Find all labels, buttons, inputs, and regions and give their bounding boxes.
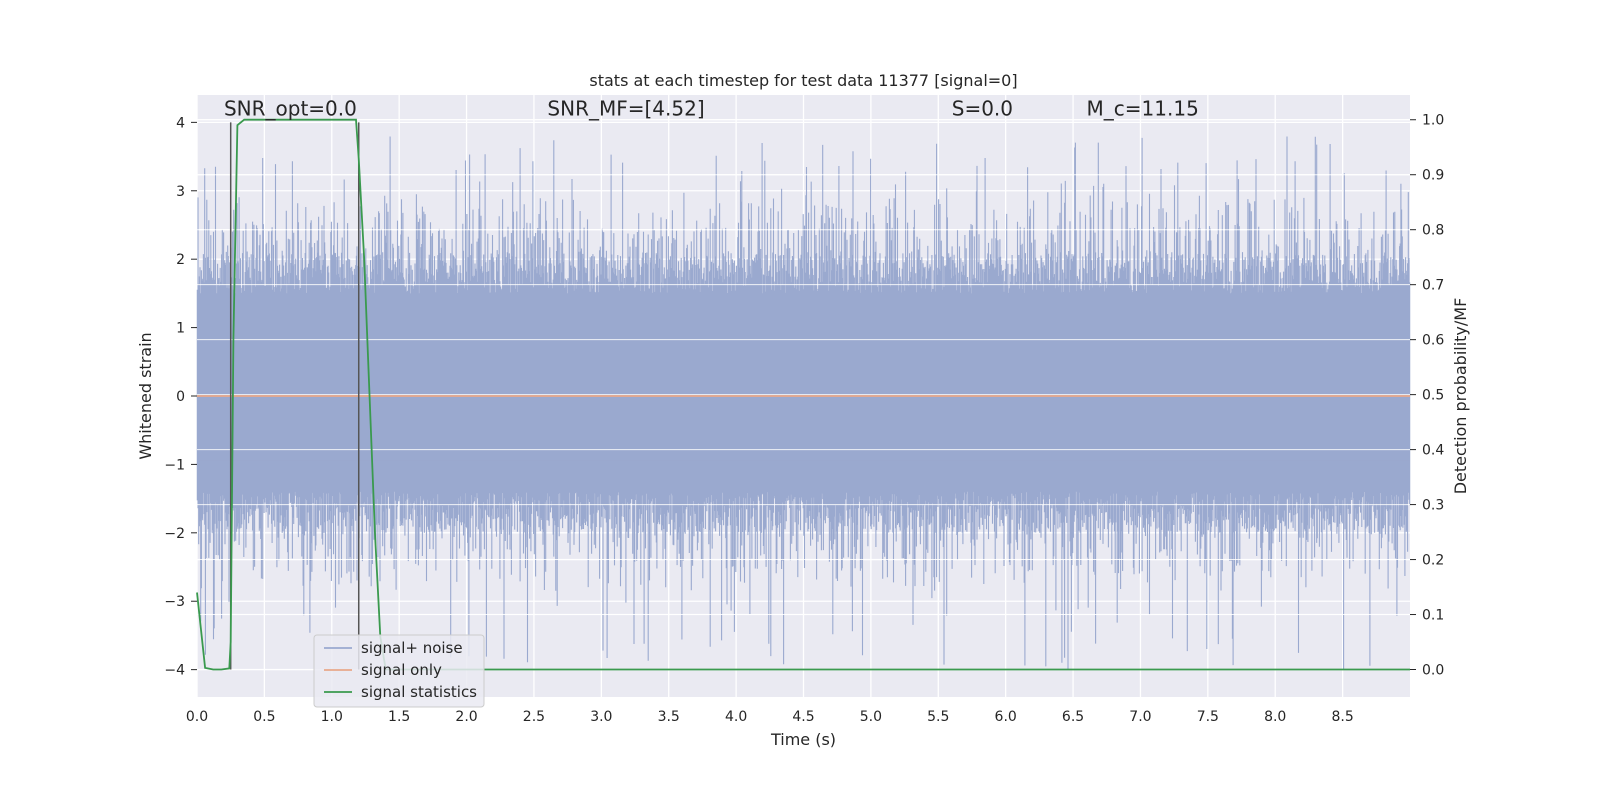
y-axis-right-ticks: 0.0 0.1 0.2 0.3 0.4 0.5 0.6 0.7 0.8 0.9 1.0 (1410, 113, 1444, 679)
annotation-label: SNR_MF=[4.52] (547, 97, 704, 121)
x-tick-label: 7.0 (1129, 709, 1151, 725)
x-tick-label: 8.5 (1331, 709, 1353, 725)
y-right-tick-label: 0.9 (1422, 168, 1444, 184)
y-axis-label: Whitened strain (136, 332, 155, 459)
y-right-tick-label: 0.2 (1422, 553, 1444, 569)
y-axis-left-ticks: −4 −3 −2 −1 0 1 2 3 4 (164, 115, 197, 679)
legend-entry: signal+ noise (361, 639, 463, 657)
y-right-tick-label: 0.6 (1422, 333, 1444, 349)
y-axis-right-label: Detection probability/MF (1451, 298, 1470, 495)
y-tick-label: 3 (176, 184, 185, 200)
x-tick-label: 6.0 (995, 709, 1017, 725)
x-tick-label: 2.5 (523, 709, 545, 725)
y-tick-label: −4 (164, 663, 185, 679)
y-tick-label: −2 (164, 526, 185, 542)
annotation-label: M_c=11.15 (1087, 97, 1199, 121)
y-tick-label: 0 (176, 389, 185, 405)
y-tick-label: −1 (164, 457, 185, 473)
x-tick-label: 3.5 (658, 709, 680, 725)
legend-entry: signal statistics (361, 683, 477, 701)
y-tick-label: 2 (176, 252, 185, 268)
annotations: SNR_opt=0.0 SNR_MF=[4.52] S=0.0 M_c=11.15 (224, 97, 1199, 121)
y-right-tick-label: 0.8 (1422, 223, 1444, 239)
x-tick-label: 0.0 (186, 709, 208, 725)
x-axis-ticks: 0.0 0.5 1.0 1.5 2.0 2.5 3.0 3.5 4.0 4.5 5.0 5.5 6.0 6… (186, 709, 1354, 725)
x-tick-label: 4.0 (725, 709, 747, 725)
y-right-tick-label: 1.0 (1422, 113, 1444, 129)
x-tick-label: 8.0 (1264, 709, 1286, 725)
x-tick-label: 4.5 (792, 709, 814, 725)
x-tick-label: 2.0 (455, 709, 477, 725)
y-right-tick-label: 0.7 (1422, 278, 1444, 294)
legend: signal+ noise signal only signal statistic… (313, 634, 485, 708)
x-tick-label: 6.5 (1062, 709, 1084, 725)
y-tick-label: 4 (176, 115, 185, 131)
noise-core (197, 324, 1410, 461)
x-tick-label: 5.5 (927, 709, 949, 725)
y-right-tick-label: 0.1 (1422, 608, 1444, 624)
chart-title: stats at each timestep for test data 113… (589, 71, 1017, 90)
x-tick-label: 1.0 (321, 709, 343, 725)
legend-entry: signal only (361, 661, 442, 679)
y-tick-label: 1 (176, 321, 185, 337)
y-right-tick-label: 0.3 (1422, 498, 1444, 514)
legend-box (313, 634, 485, 708)
x-tick-label: 3.0 (590, 709, 612, 725)
annotation-label: SNR_opt=0.0 (224, 97, 357, 121)
x-axis-label: Time (s) (770, 730, 836, 749)
annotation-label: S=0.0 (952, 97, 1013, 121)
x-tick-label: 5.0 (860, 709, 882, 725)
x-tick-label: 1.5 (388, 709, 410, 725)
y-right-tick-label: 0.0 (1422, 663, 1444, 679)
y-right-tick-label: 0.5 (1422, 388, 1444, 404)
y-right-tick-label: 0.4 (1422, 443, 1444, 459)
x-tick-label: 0.5 (253, 709, 275, 725)
x-tick-label: 7.5 (1197, 709, 1219, 725)
y-tick-label: −3 (164, 594, 185, 610)
